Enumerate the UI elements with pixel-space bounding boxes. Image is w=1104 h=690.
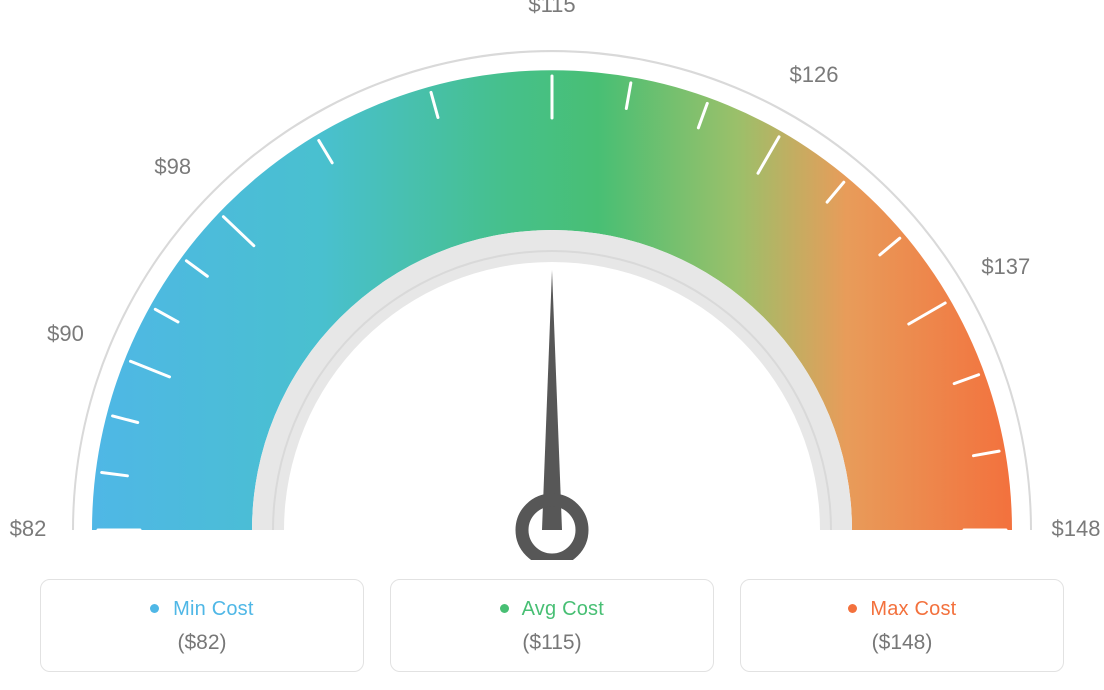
legend-dot-min <box>150 604 159 613</box>
legend-value-avg: ($115) <box>401 631 703 655</box>
tick-label: $98 <box>154 154 191 179</box>
legend-dot-avg <box>500 604 509 613</box>
legend-title-max: Max Cost <box>751 598 1053 621</box>
legend-card-avg: Avg Cost ($115) <box>390 579 714 672</box>
tick-label: $148 <box>1052 516 1101 541</box>
tick-label: $115 <box>528 0 575 17</box>
tick-label: $90 <box>47 321 84 346</box>
legend-card-max: Max Cost ($148) <box>740 579 1064 672</box>
gauge-container: $82 $90 $98 $115 $126 $137 $148 <box>0 0 1104 560</box>
legend-title-max-text: Max Cost <box>870 598 956 620</box>
legend-title-avg-text: Avg Cost <box>522 598 604 620</box>
cost-gauge: $82 $90 $98 $115 $126 $137 $148 <box>0 0 1104 560</box>
legend-title-min-text: Min Cost <box>173 598 254 620</box>
legend-row: Min Cost ($82) Avg Cost ($115) Max Cost … <box>40 579 1064 672</box>
gauge-needle <box>542 270 562 530</box>
legend-value-min: ($82) <box>51 631 353 655</box>
legend-card-min: Min Cost ($82) <box>40 579 364 672</box>
legend-value-max: ($148) <box>751 631 1053 655</box>
tick-label: $82 <box>10 516 47 541</box>
legend-title-min: Min Cost <box>51 598 353 621</box>
legend-dot-max <box>848 604 857 613</box>
legend-title-avg: Avg Cost <box>401 598 703 621</box>
tick-label: $137 <box>981 254 1030 279</box>
tick-label: $126 <box>790 62 839 87</box>
